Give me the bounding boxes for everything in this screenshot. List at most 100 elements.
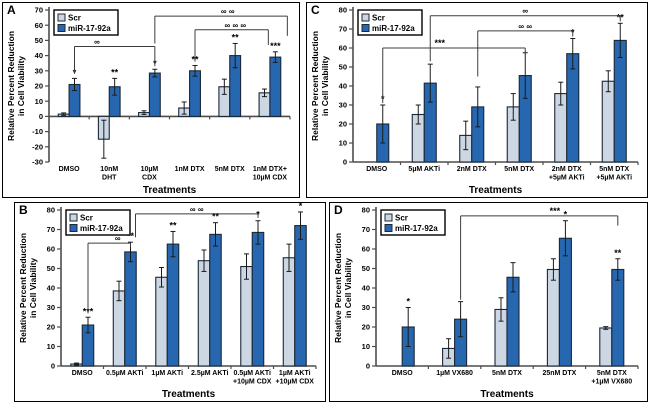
panel-d-chart: 0 10 20 30 40 50 60 70 80 * * ** *** DMSO 1µM VX680 5nM… [330,203,647,401]
bar-mir [148,72,161,117]
bar-mir [189,70,201,117]
category-label: 10µM CDX [253,175,288,182]
sig-star: * [406,297,410,307]
bracket-label: *** [434,38,445,48]
bracket-label: ∞ [94,37,100,46]
category-label: 25nM DTX [542,370,576,377]
legend-swatch-mir [384,224,393,232]
y-tick-label: 20 [339,120,347,129]
category-label: 0.5µM AKTi [106,370,144,377]
category-label: 2nM DTX [457,166,487,173]
legend-label: miR-17-92a [68,24,111,33]
y-tick-label: 10 [47,342,55,351]
x-axis-title: Treatments [480,389,534,400]
y-axis-title: Relative Percent Reduction [333,233,343,343]
bar-scr [601,80,615,163]
category-label: +10µM CDX [276,379,315,386]
y-tick-label: 40 [35,51,43,60]
panel-a: A -30-20-10010203040506070***********∞∞ … [2,2,300,198]
y-tick-label: 20 [47,323,55,332]
y-tick-label: 80 [47,206,55,215]
y-tick-label: 50 [47,264,55,273]
bar-mir [124,251,137,367]
y-axis-title: in Cell Viability [320,56,330,117]
category-label: +5µM AKTi [596,175,632,182]
y-tick-label: 60 [47,245,55,254]
y-tick-label: 40 [47,284,55,293]
bar-mir [251,231,265,367]
y-tick-label: 60 [339,44,347,53]
category-label: 5nM DTX [504,166,534,173]
x-axis-title: Treatments [162,389,216,400]
y-tick-label: 10 [339,139,347,148]
y-tick-label: 60 [35,21,43,30]
sig-star: ** [212,212,220,222]
y-axis-title: Relative Percent Reduction [6,31,16,141]
y-tick-label: 50 [362,264,370,273]
sig-star: * [564,210,568,220]
y-tick-label: -20 [32,142,43,151]
panel-letter-b: B [19,203,28,217]
panel-letter-c: C [311,3,320,17]
sig-star: ** [111,67,119,77]
bar-scr [112,290,126,367]
bar-mir [166,243,180,367]
legend-label: miR-17-92a [372,24,415,33]
legend-label: miR-17-92a [395,224,438,233]
sig-star: ** [169,220,177,230]
y-tick-label: 20 [362,323,370,332]
sig-star: * [299,203,303,211]
category-label: 5nM DTX [215,166,245,173]
sig-star: *** [270,41,281,51]
category-label: CDX [142,175,157,182]
y-tick-label: 10 [35,97,43,106]
y-tick-label: 40 [362,284,370,293]
category-label: +5µM AKTi [549,175,585,182]
category-label: DMSO [366,166,388,173]
bar-scr [282,257,296,367]
y-tick-label: 70 [339,25,347,34]
y-tick-label: -10 [32,127,43,136]
bar-mir [294,225,307,367]
y-axis-title: Relative Percent Reduction [18,233,28,343]
category-label: 5nM DTX [597,370,627,377]
category-label: 10µM [141,166,159,173]
panel-letter-d: D [334,203,343,217]
y-tick-label: 30 [339,101,347,110]
y-tick-label: 40 [339,82,347,91]
legend-label: Scr [68,14,81,23]
bar-scr [546,268,560,367]
category-label: 1µM VX680 [436,370,473,377]
y-tick-label: 30 [35,66,43,75]
bracket-label: *** [550,206,561,216]
category-label: DMSO [72,370,94,377]
legend-label: Scr [372,14,385,23]
category-label: 2nM DTX [552,166,582,173]
y-tick-label: -30 [32,158,43,167]
legend-swatch-mir [69,224,78,232]
y-tick-label: 70 [35,6,43,15]
bracket-label: ∞ ∞ [221,7,235,16]
y-tick-label: 80 [362,206,370,215]
category-label: 0.5µM AKTi [234,370,272,377]
y-tick-label: 70 [47,225,55,234]
y-tick-label: 30 [47,303,55,312]
sig-star: ** [232,32,240,42]
bar-scr [599,327,613,367]
y-tick-label: 60 [362,245,370,254]
category-label: 10nM [100,166,118,173]
legend-swatch-scr [57,13,66,22]
bracket-label: ∞ ∞ [190,205,204,214]
category-label: 1µM AKTi [151,370,183,377]
bar-mir [269,56,282,117]
category-label: DHT [102,175,117,182]
panel-letter-a: A [7,3,16,17]
bracket-label: ∞ ∞ ∞ [225,21,247,30]
category-label: DMSO [392,370,414,377]
category-label: 5nM DTX [492,370,522,377]
